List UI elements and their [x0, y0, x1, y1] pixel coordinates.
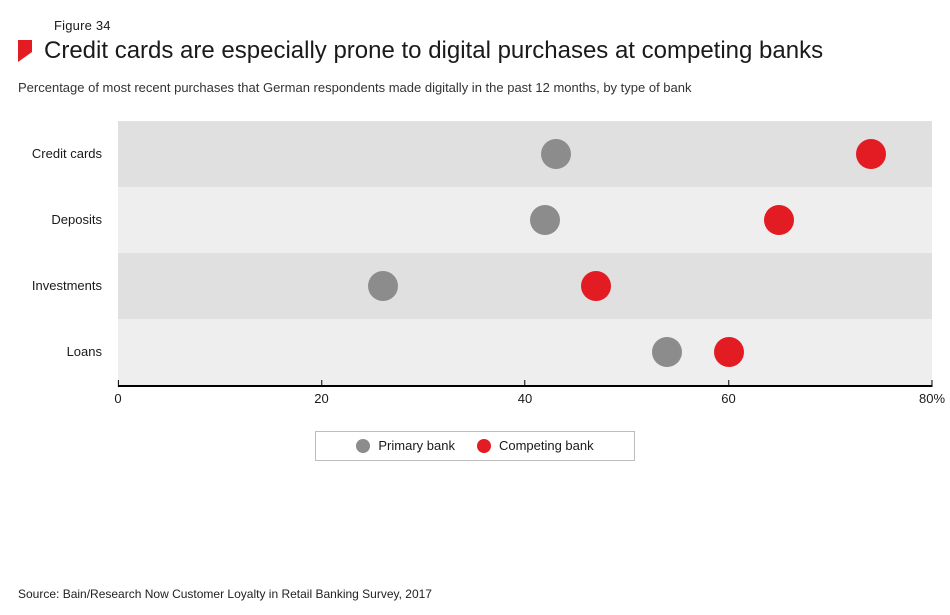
figure-page: Figure 34 Credit cards are especially pr…: [0, 0, 950, 615]
row-plot: [118, 253, 932, 319]
page-title: Credit cards are especially prone to dig…: [44, 37, 823, 66]
x-axis: 020406080%: [118, 385, 932, 413]
x-tick-line: [117, 380, 118, 387]
legend-item-primary: Primary bank: [356, 438, 455, 453]
dot-chart: Credit cardsDepositsInvestmentsLoans 020…: [18, 121, 932, 413]
dot-competing: [856, 139, 886, 169]
row-label: Deposits: [18, 212, 110, 227]
x-tick-line: [525, 380, 526, 387]
x-tick-label: 80%: [919, 391, 945, 406]
source-text: Source: Bain/Research Now Customer Loyal…: [18, 587, 432, 601]
legend-item-competing: Competing bank: [477, 438, 594, 453]
x-tick: 0: [114, 387, 121, 406]
dot-primary: [541, 139, 571, 169]
chart-rows: Credit cardsDepositsInvestmentsLoans: [118, 121, 932, 385]
chart-row: Loans: [118, 319, 932, 385]
row-plot: [118, 187, 932, 253]
x-tick-line: [321, 380, 322, 387]
x-tick: 60: [721, 387, 735, 406]
x-tick-label: 20: [314, 391, 328, 406]
dot-primary: [652, 337, 682, 367]
dot-primary: [368, 271, 398, 301]
chart-row: Deposits: [118, 187, 932, 253]
subtitle: Percentage of most recent purchases that…: [18, 80, 932, 95]
title-row: Credit cards are especially prone to dig…: [18, 37, 932, 66]
chart-row: Credit cards: [118, 121, 932, 187]
row-plot: [118, 121, 932, 187]
dot-primary: [530, 205, 560, 235]
x-tick-label: 0: [114, 391, 121, 406]
dot-competing: [764, 205, 794, 235]
chart-row: Investments: [118, 253, 932, 319]
legend-swatch-competing: [477, 439, 491, 453]
dot-competing: [714, 337, 744, 367]
legend-label-competing: Competing bank: [499, 438, 594, 453]
figure-label: Figure 34: [54, 18, 932, 33]
x-tick: 80%: [919, 387, 945, 406]
row-plot: [118, 319, 932, 385]
x-tick-line: [728, 380, 729, 387]
legend-swatch-primary: [356, 439, 370, 453]
row-label: Credit cards: [18, 146, 110, 161]
x-tick-line: [932, 380, 933, 387]
row-label: Investments: [18, 278, 110, 293]
x-tick: 20: [314, 387, 328, 406]
x-tick: 40: [518, 387, 532, 406]
title-marker-icon: [18, 40, 32, 62]
row-label: Loans: [18, 344, 110, 359]
legend: Primary bank Competing bank: [315, 431, 635, 461]
dot-competing: [581, 271, 611, 301]
x-tick-label: 60: [721, 391, 735, 406]
legend-label-primary: Primary bank: [378, 438, 455, 453]
x-tick-label: 40: [518, 391, 532, 406]
